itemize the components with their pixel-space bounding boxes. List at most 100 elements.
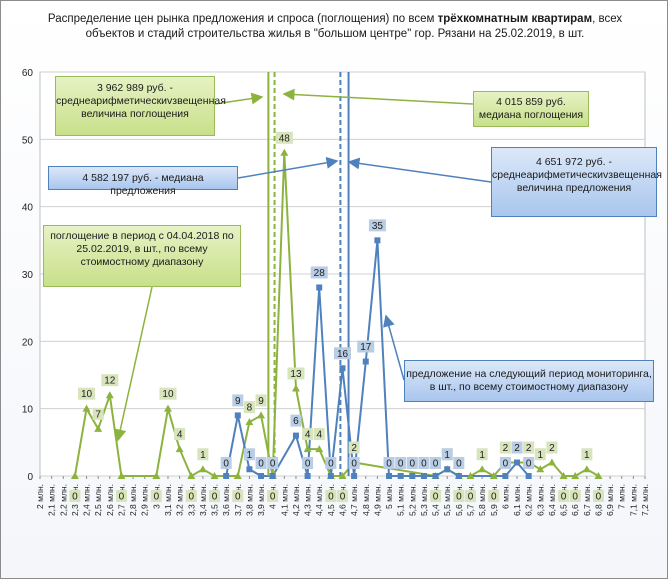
absorption-data-label: 0 <box>72 492 78 503</box>
offer-label-bg <box>220 457 232 469</box>
absorption-label-bg <box>546 441 558 454</box>
absorption-label-bg <box>325 490 337 502</box>
offer-point <box>362 358 369 365</box>
mean-absorption-arrow <box>214 92 264 105</box>
x-tick-label: 2 млн. <box>35 484 45 509</box>
absorption-point <box>70 472 79 479</box>
x-tick-label: 5,1 млн. <box>396 484 406 516</box>
absorption-data-label: 2 <box>351 443 357 454</box>
absorption-label-bg <box>592 490 604 502</box>
absorption-point <box>280 148 289 156</box>
offer-label-bg <box>334 347 351 360</box>
absorption-data-label: 0 <box>154 492 160 503</box>
absorption-point <box>478 465 487 473</box>
absorption-data-label: 0 <box>468 492 474 503</box>
absorption-label-bg <box>232 490 244 502</box>
offer-data-label: 9 <box>235 396 241 407</box>
absorption-data-label: 0 <box>433 492 439 503</box>
absorption-point <box>152 472 161 479</box>
offer-point <box>386 473 393 479</box>
x-tick-label: 2,4 млн. <box>82 484 92 516</box>
absorption-point <box>94 424 103 432</box>
offer-data-label: 0 <box>258 459 264 470</box>
offer-data-label: 0 <box>526 459 532 470</box>
absorption-label-bg <box>287 367 305 380</box>
offer-point <box>374 237 381 244</box>
x-tick-label: 5 млн. <box>384 484 394 509</box>
absorption-label-bg <box>476 448 488 461</box>
mean-offer-arrow <box>347 157 492 183</box>
absorption-data-label: 0 <box>212 492 218 503</box>
absorption-label-bg <box>453 490 465 502</box>
absorption-label-bg <box>569 490 581 502</box>
offer-data-label: 1 <box>444 450 450 461</box>
x-tick-label: 6,9 млн. <box>605 484 615 516</box>
absorption-point <box>303 445 312 453</box>
offer-point <box>455 473 462 479</box>
offer-point <box>292 432 299 439</box>
chart-title: Распределение цен рынка предложения и сп… <box>40 12 630 42</box>
absorption-data-label: 0 <box>340 492 346 503</box>
x-tick-label: 4,4 млн. <box>314 484 324 516</box>
absorption-data-label: 1 <box>200 450 206 461</box>
offer-data-label: 0 <box>328 459 334 470</box>
offer-point <box>432 473 439 479</box>
offer-label-bg <box>383 457 395 469</box>
absorption-label-bg <box>243 401 255 414</box>
absorption-label-bg <box>92 407 104 420</box>
absorption-label-bg <box>464 490 476 502</box>
absorption-point <box>536 465 545 473</box>
absorption-data-label: 0 <box>119 492 125 503</box>
title-bold: трёхкомнатным квартирам <box>437 13 593 25</box>
offer-label-bg <box>267 457 279 469</box>
absorption-label-bg <box>78 387 96 400</box>
absorption-point <box>245 418 254 426</box>
absorption-data-label: 7 <box>95 409 101 420</box>
absorption-data-label: 0 <box>561 492 567 503</box>
absorption-data-label: 10 <box>81 389 93 400</box>
absorption-point <box>187 472 196 479</box>
absorption-label-bg <box>337 490 348 502</box>
x-tick-label: 2,6 млн. <box>105 484 115 516</box>
absorption-point <box>291 384 300 392</box>
offer-data-label: 0 <box>351 459 357 470</box>
absorption-label-bg <box>150 490 162 502</box>
offer-data-label: 0 <box>398 459 404 470</box>
offer-data-label: 0 <box>421 459 427 470</box>
offer-point <box>223 473 230 479</box>
absorption-data-label: 1 <box>584 450 590 461</box>
offer-legend-callout: предложение на следующий период монитори… <box>404 360 654 402</box>
absorption-data-label: 0 <box>596 492 602 503</box>
absorption-point <box>257 411 266 419</box>
absorption-point <box>175 445 184 453</box>
absorption-data-label: 48 <box>279 133 291 144</box>
absorption-label-bg <box>581 448 593 461</box>
absorption-label-bg <box>275 131 293 144</box>
absorption-point <box>82 404 91 412</box>
offer-point <box>397 473 404 479</box>
offer-data-label: 28 <box>314 268 326 279</box>
offer-label-bg <box>499 457 511 469</box>
x-tick-label: 4,1 млн. <box>279 484 289 516</box>
absorption-label-bg <box>499 441 511 454</box>
median-absorption-callout: 4 015 859 руб. медиана поглощения <box>473 91 589 127</box>
offer-point <box>316 284 323 291</box>
title-line1-suffix: , всех <box>592 13 623 25</box>
absorption-point <box>233 472 242 479</box>
offer-data-label: 0 <box>456 459 462 470</box>
absorption-data-label: 4 <box>316 430 322 441</box>
absorption-label-bg <box>523 441 535 454</box>
x-tick-label: 3,8 млн. <box>244 484 254 516</box>
mean-absorption-callout: 3 962 989 руб. - среднеарифметическиvзве… <box>55 76 226 136</box>
x-tick-label: 6,3 млн. <box>535 484 545 516</box>
absorption-data-label: 0 <box>270 492 276 503</box>
absorption-data-label: 12 <box>104 376 116 387</box>
offer-label-bg <box>453 457 465 469</box>
offer-data-label: 0 <box>270 459 276 470</box>
absorption-label-bg <box>185 490 197 502</box>
absorption-label-bg <box>174 428 186 441</box>
offer-label-bg <box>325 457 337 469</box>
x-tick-label: 6 млн. <box>500 484 510 509</box>
absorption-label-bg <box>101 374 119 387</box>
offer-data-label: 35 <box>372 221 384 232</box>
